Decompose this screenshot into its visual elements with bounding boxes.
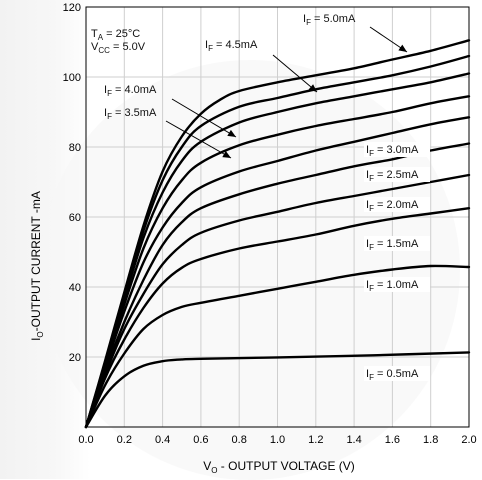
series-label-6: IF = 3.5mA xyxy=(104,107,157,121)
annotation-arrow-6 xyxy=(165,120,232,159)
plot-frame xyxy=(85,6,470,428)
x-tick-label-7: 1.4 xyxy=(346,434,361,446)
y-tick-label-2: 60 xyxy=(69,212,81,224)
x-tick-label-0: 0.0 xyxy=(78,434,93,446)
series-label-bg-5 xyxy=(364,142,430,157)
series-label-4: IF = 2.5mA xyxy=(366,169,419,183)
series-line-6 xyxy=(84,95,471,429)
x-tick-label-9: 1.8 xyxy=(423,434,438,446)
series-label-0: IF = 0.5mA xyxy=(366,368,419,382)
series-label-bg-4 xyxy=(364,167,430,182)
annotation-arrowhead-8 xyxy=(308,84,317,92)
x-tick-label-6: 1.2 xyxy=(308,434,323,446)
x-tick-label-4: 0.8 xyxy=(232,434,247,446)
annotation-arrow-7 xyxy=(171,98,237,138)
y-tick-label-0: 20 xyxy=(69,352,81,364)
x-tick-label-2: 0.4 xyxy=(155,434,170,446)
x-tick-label-8: 1.6 xyxy=(385,434,400,446)
series-line-4 xyxy=(84,142,471,429)
condition-0: TA = 25°C xyxy=(91,28,140,42)
series-label-bg-3 xyxy=(364,197,430,212)
annotation-arrowhead-7 xyxy=(227,129,236,137)
x-tick-label-5: 1.0 xyxy=(270,434,285,446)
series-label-8: IF = 4.5mA xyxy=(205,39,258,53)
y-tick-label-3: 80 xyxy=(69,142,81,154)
y-tick-label-5: 120 xyxy=(63,2,81,14)
annotation-arrow-8 xyxy=(272,54,318,93)
series-label-2: IF = 1.5mA xyxy=(366,238,419,252)
y-tick-label-1: 40 xyxy=(69,282,81,294)
x-tick-label-3: 0.6 xyxy=(193,434,208,446)
series-label-bg-0 xyxy=(364,366,430,381)
series-line-3 xyxy=(84,173,471,429)
x-tick-label-1: 0.2 xyxy=(117,434,132,446)
y-axis-label: IO-OUTPUT CURRENT -mA xyxy=(29,191,45,341)
series-label-7: IF = 4.0mA xyxy=(104,84,157,98)
annotation-arrowhead-6 xyxy=(222,151,231,158)
series-line-1 xyxy=(84,264,471,429)
series-curves xyxy=(84,39,471,429)
y-tick-label-4: 100 xyxy=(63,72,81,84)
series-label-5: IF = 3.0mA xyxy=(366,144,419,158)
series-label-9: IF = 5.0mA xyxy=(303,13,356,27)
x-tick-label-10: 2.0 xyxy=(461,434,476,446)
condition-1: VCC = 5.0V xyxy=(91,41,146,55)
series-line-0 xyxy=(84,351,471,429)
series-labels: IF = 0.5mA IF = 1.0mA IF = 1.5mA IF = 2.0mA… xyxy=(104,13,430,382)
series-label-3: IF = 2.0mA xyxy=(366,199,419,213)
series-label-bg-1 xyxy=(364,277,430,292)
series-label-1: IF = 1.0mA xyxy=(366,279,419,293)
series-line-2 xyxy=(84,207,471,429)
x-axis-label: VO - OUTPUT VOLTAGE (V) xyxy=(203,459,355,475)
series-label-bg-2 xyxy=(364,236,430,251)
tick-labels: 0.0 0.2 0.4 0.6 0.8 1.0 1.2 1.4 1.6 1.8 2.0 20 40 60 8… xyxy=(63,2,477,446)
annotation-arrowhead-9 xyxy=(398,44,407,52)
series-line-9 xyxy=(84,39,471,429)
series-line-5 xyxy=(84,116,471,429)
